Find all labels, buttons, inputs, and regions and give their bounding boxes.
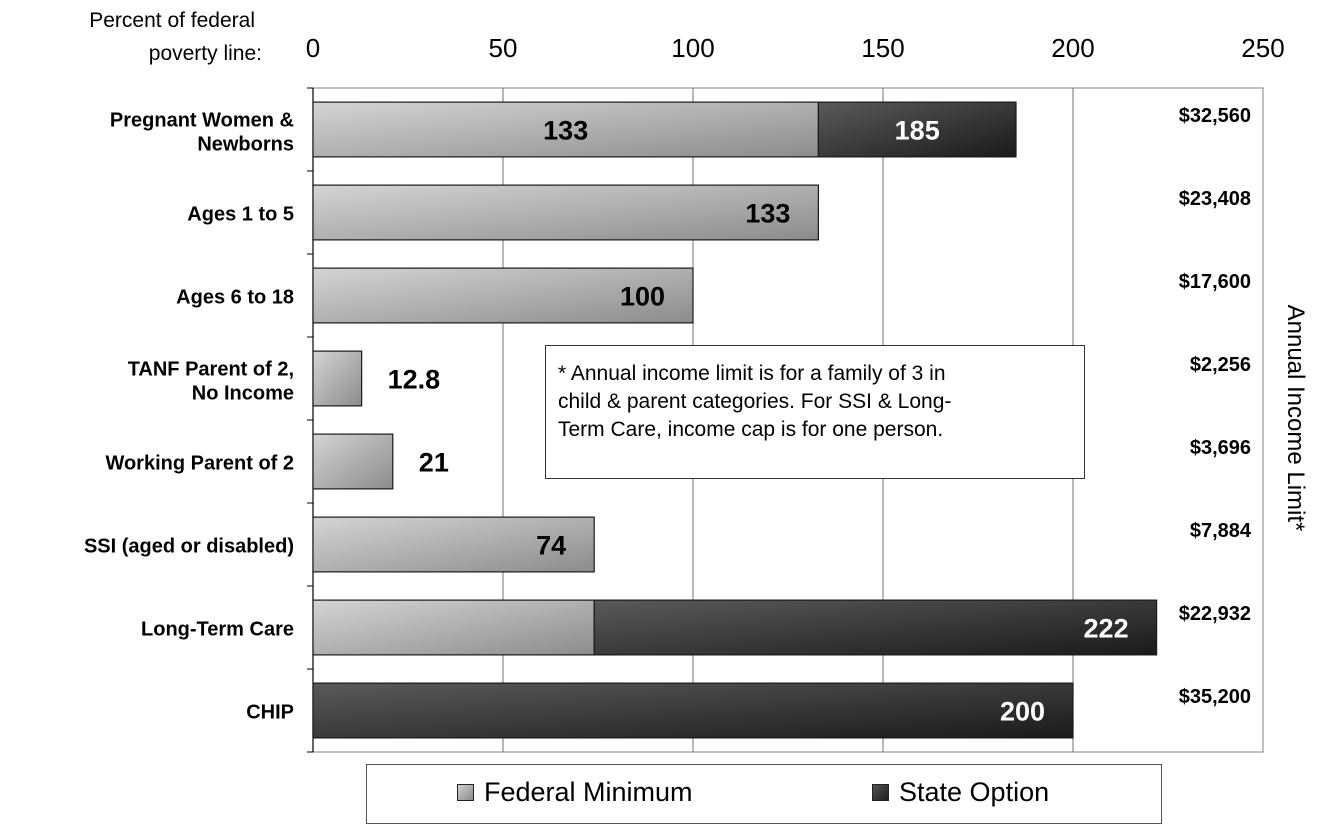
legend-swatch-federal-minimum	[457, 784, 474, 801]
footnote-box: * Annual income limit is for a family of…	[545, 345, 1085, 479]
legend-item-state-option: State Option	[872, 777, 1049, 808]
income-limit-3: $2,256	[1190, 354, 1251, 376]
bar-label-5: 74	[536, 531, 566, 561]
x-tick-label-250: 250	[1241, 33, 1284, 63]
category-label-3-0: TANF Parent of 2,	[128, 359, 294, 381]
category-label-3-1: No Income	[192, 383, 294, 405]
x-tick-label-0: 0	[306, 33, 320, 63]
bar-federal-minimum-3	[312, 350, 363, 407]
category-label-7-0: CHIP	[246, 702, 294, 724]
footnote-line-2: child & parent categories. For SSI & Lon…	[558, 390, 952, 413]
bar-label-6: 222	[1084, 614, 1129, 644]
bar-state-option-6	[593, 599, 1158, 656]
category-label-6-0: Long-Term Care	[141, 619, 294, 641]
income-limit-5: $7,884	[1190, 520, 1252, 542]
bar-label-2: 100	[620, 282, 665, 312]
category-label-2-0: Ages 6 to 18	[176, 287, 294, 309]
bar-federal-minimum-6	[312, 599, 595, 656]
income-limit-2: $17,600	[1179, 271, 1251, 293]
secondary-axis-title-text: Annual Income Limit*	[1282, 304, 1309, 532]
category-label-4-0: Working Parent of 2	[105, 453, 294, 475]
income-limit-6: $22,932	[1179, 603, 1251, 625]
bar-federal-minimum-4	[312, 433, 394, 490]
bars	[312, 101, 1158, 739]
legend-swatch-state-option	[872, 784, 889, 801]
bar-label-0-a: 133	[543, 116, 588, 146]
axis-caption-line-1: Percent of federal	[89, 9, 255, 32]
category-label-0-1: Newborns	[197, 134, 294, 156]
bar-label-3: 12.8	[388, 365, 441, 395]
legend-item-federal-minimum: Federal Minimum	[457, 777, 693, 808]
bar-label-0-b: 185	[895, 116, 940, 146]
category-labels: Pregnant Women &Newborns Ages 1 to 5 Ages …	[84, 110, 294, 724]
bar-label-7: 200	[1000, 697, 1045, 727]
x-tick-label-200: 200	[1051, 33, 1094, 63]
income-limit-7: $35,200	[1179, 686, 1251, 708]
x-tick-labels: 0 50 100 150 200 250	[306, 33, 1285, 63]
bar-state-option-7	[312, 682, 1074, 739]
x-tick-label-150: 150	[861, 33, 904, 63]
category-label-1-0: Ages 1 to 5	[187, 204, 294, 226]
bar-label-1: 133	[745, 199, 790, 229]
footnote-line-3: Term Care, income cap is for one person.	[558, 418, 944, 441]
income-limit-1: $23,408	[1179, 188, 1251, 210]
legend-label-state-option: State Option	[899, 777, 1050, 807]
bar-label-4: 21	[419, 448, 449, 478]
x-tick-label-100: 100	[671, 33, 714, 63]
bar-labels: 133 185 133 100 12.8 21 74 222 200	[388, 116, 1129, 727]
legend: Federal Minimum State Option	[366, 764, 1162, 824]
footnote-line-1: * Annual income limit is for a family of…	[558, 362, 946, 385]
axis-caption-line-2: poverty line:	[149, 42, 262, 65]
bar-federal-minimum-1	[312, 184, 819, 241]
bar-state-option-0	[817, 101, 1017, 158]
income-limit-0: $32,560	[1179, 105, 1251, 127]
income-limit-4: $3,696	[1190, 437, 1251, 459]
income-limit-labels: $32,560 $23,408 $17,600 $2,256 $3,696 $7,884 $…	[1179, 105, 1252, 708]
category-label-0-0: Pregnant Women &	[110, 110, 294, 132]
category-label-5-0: SSI (aged or disabled)	[84, 536, 294, 558]
bar-federal-minimum-5	[312, 516, 595, 573]
legend-label-federal-minimum: Federal Minimum	[484, 777, 693, 807]
x-tick-label-50: 50	[489, 33, 518, 63]
bar-federal-minimum-2	[312, 267, 694, 324]
